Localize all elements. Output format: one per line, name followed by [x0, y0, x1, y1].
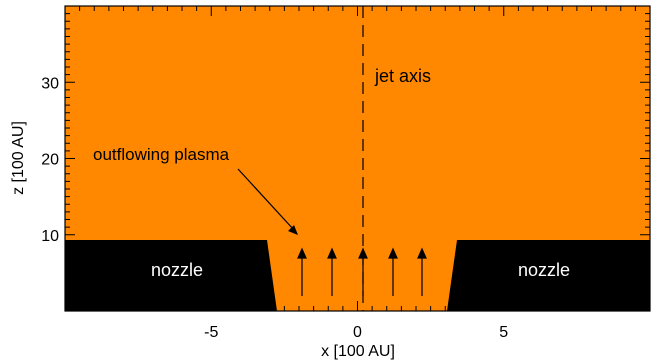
z-tick-label: 20	[41, 152, 59, 169]
nozzle-right-label: nozzle	[518, 260, 570, 280]
nozzle-right-block	[447, 240, 650, 311]
flow-arrow	[327, 247, 337, 296]
plasma-pointer-arrow	[237, 168, 298, 235]
outflowing-plasma-label: outflowing plasma	[93, 145, 230, 164]
z-tick-label: 30	[41, 75, 59, 92]
z-tick-label: 10	[41, 228, 59, 245]
x-tick-label: 0	[353, 324, 362, 341]
jet-axis-label: jet axis	[374, 66, 431, 86]
x-axis-title: x [100 AU]	[321, 343, 395, 360]
x-tick-label: 5	[499, 324, 508, 341]
nozzle-left-label: nozzle	[151, 260, 203, 280]
axis-tick-labels: -5 0 5 10 20 30	[41, 75, 508, 341]
flow-arrows	[297, 247, 427, 296]
axis-ticks	[64, 5, 651, 312]
flow-arrow	[388, 247, 398, 296]
z-axis-title: z [100 AU]	[10, 121, 27, 195]
flow-arrow	[417, 247, 427, 296]
flow-arrow	[358, 247, 368, 296]
flow-arrow	[297, 247, 307, 296]
x-tick-label: -5	[204, 324, 218, 341]
nozzle-left-block	[65, 240, 277, 311]
